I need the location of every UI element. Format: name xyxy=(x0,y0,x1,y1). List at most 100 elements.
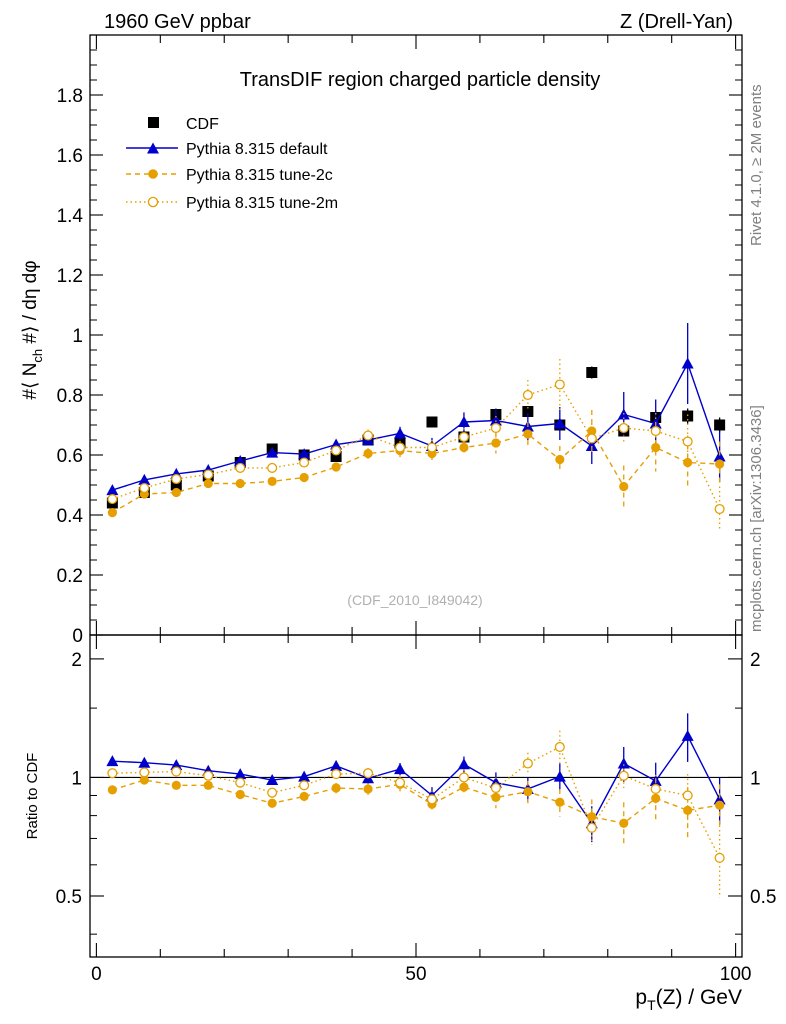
data-point xyxy=(107,507,117,518)
data-point xyxy=(553,417,566,429)
series-line-pythia-8-315-tune-2m xyxy=(112,383,721,510)
data-point xyxy=(299,457,310,468)
data-point xyxy=(714,852,725,863)
y-tick-label: 0.6 xyxy=(57,446,83,467)
data-point xyxy=(491,792,501,802)
data-point xyxy=(171,473,182,485)
y-tick-label: 0 xyxy=(72,626,83,647)
x-tick-label: 100 xyxy=(720,964,752,985)
data-point xyxy=(139,482,150,494)
data-point xyxy=(203,780,213,790)
y-tick-label: 0.4 xyxy=(57,506,84,527)
data-point xyxy=(234,455,247,466)
data-point xyxy=(363,430,374,441)
legend-entry-tune-2c: Pythia 8.315 tune-2c xyxy=(126,167,333,184)
data-point xyxy=(586,367,598,378)
data-point xyxy=(489,414,502,426)
data-point xyxy=(171,487,181,498)
data-point xyxy=(555,797,565,807)
data-point xyxy=(363,784,373,794)
series-line-pythia-8-315-tune-2m xyxy=(112,746,721,859)
series-line-pythia-8-315-tune-2c xyxy=(112,779,720,825)
data-point xyxy=(586,433,597,444)
ratio-xlabel: pT(Z) / GeV xyxy=(635,986,742,1013)
data-point xyxy=(586,822,597,833)
data-point xyxy=(522,758,533,769)
data-point xyxy=(554,379,565,390)
ratio-y-tick-label: 2 xyxy=(71,650,82,671)
x-tick-label: 0 xyxy=(91,964,102,985)
y-tick-label: 1.4 xyxy=(57,206,84,227)
data-point xyxy=(267,462,278,473)
mcplots-reference-label: mcplots.cern.ch [arXiv:1306.3436] xyxy=(748,405,765,632)
ratio-y-tick-label: 1 xyxy=(71,768,82,789)
data-point xyxy=(235,789,245,800)
x-tick-label: 50 xyxy=(405,964,426,985)
data-point xyxy=(331,783,341,793)
data-point xyxy=(235,777,246,788)
energy-label: 1960 GeV ppbar xyxy=(104,11,251,33)
data-point xyxy=(490,782,501,794)
data-point xyxy=(106,484,119,496)
data-point xyxy=(682,790,693,801)
rivet-version-label: Rivet 4.1.0, ≥ 2M events xyxy=(748,84,765,246)
series-pythia-8-315-default xyxy=(106,713,726,843)
process-label: Z (Drell-Yan) xyxy=(620,11,733,33)
ratio-axis-ticks: 0.5 0.5 1 1 2 2 0 50 100 xyxy=(56,635,776,985)
data-point xyxy=(330,759,343,771)
data-point xyxy=(619,818,629,828)
legend-label-cdf: CDF xyxy=(186,116,219,133)
legend-entry-default: Pythia 8.315 default xyxy=(126,141,328,158)
data-point xyxy=(203,478,213,489)
ratio-y-tick-label-right: 1 xyxy=(750,768,761,789)
data-point xyxy=(618,770,629,781)
data-point xyxy=(681,729,694,741)
legend-marker-tune-2c xyxy=(148,169,158,179)
data-point xyxy=(139,775,149,785)
data-point xyxy=(587,426,597,436)
data-point xyxy=(331,445,342,456)
data-point xyxy=(235,478,245,489)
data-point xyxy=(426,794,438,805)
data-point xyxy=(650,783,661,794)
data-point xyxy=(139,767,150,778)
data-point xyxy=(107,768,118,779)
series-pythia-8-315-tune-2c xyxy=(107,410,725,518)
data-point xyxy=(491,438,501,448)
data-point xyxy=(683,457,693,468)
data-point xyxy=(714,419,726,431)
data-point xyxy=(267,787,278,798)
data-point xyxy=(138,756,151,768)
data-point xyxy=(490,422,501,434)
data-point xyxy=(457,416,470,427)
data-point xyxy=(714,503,725,515)
data-point xyxy=(331,769,342,780)
data-point xyxy=(523,787,533,797)
data-point xyxy=(267,798,277,808)
y-tick-label: 0.2 xyxy=(57,566,83,587)
series-pythia-8-315-tune-2m xyxy=(107,359,725,532)
data-point xyxy=(170,759,183,771)
legend-label-tune-2c: Pythia 8.315 tune-2c xyxy=(186,167,333,184)
y-tick-label: 1.2 xyxy=(57,266,83,287)
data-point xyxy=(107,785,117,795)
series-line-pythia-8-315-default xyxy=(112,361,721,491)
ratio-y-tick-label-right: 0.5 xyxy=(750,887,776,908)
series-line-pythia-8-315-default xyxy=(112,734,721,825)
main-ylabel: #⟨ Nch #⟩ / dη dφ xyxy=(20,260,45,399)
legend-label-default: Pythia 8.315 default xyxy=(186,141,328,158)
ratio-series-group xyxy=(106,713,726,898)
legend-marker-cdf xyxy=(148,117,159,128)
data-point xyxy=(394,777,406,788)
series-pythia-8-315-tune-2m xyxy=(107,730,725,898)
data-point xyxy=(299,472,309,483)
data-point xyxy=(171,766,182,777)
data-point xyxy=(459,782,469,792)
ratio-ylabel: Ratio to CDF xyxy=(24,753,41,840)
data-point xyxy=(650,425,661,437)
data-point xyxy=(681,357,694,369)
ratio-y-tick-label-right: 2 xyxy=(750,650,761,671)
data-point xyxy=(170,479,182,491)
data-point xyxy=(331,462,341,472)
data-point xyxy=(330,451,342,462)
